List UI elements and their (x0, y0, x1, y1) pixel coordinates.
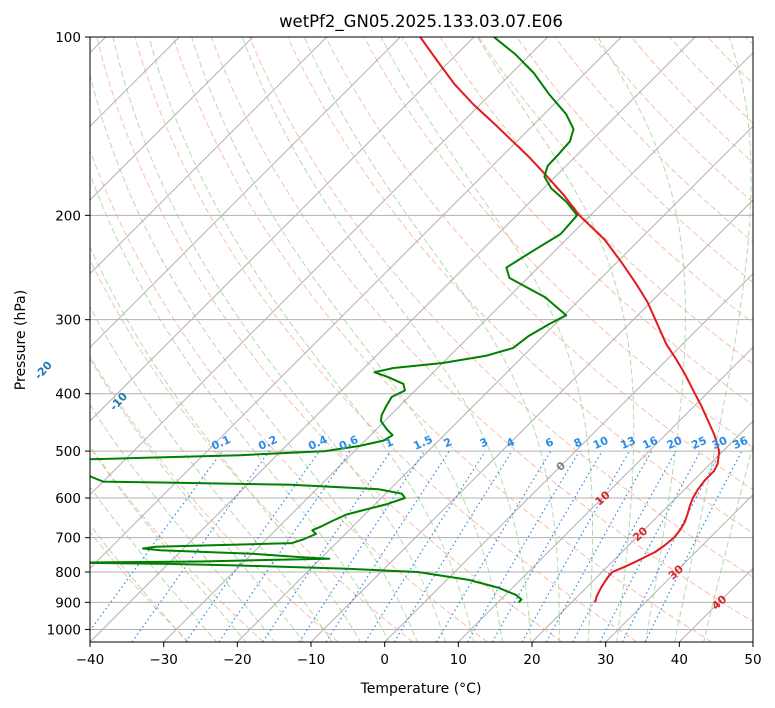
y-tick-label: 200 (55, 208, 81, 224)
moist-adiabat (476, 37, 635, 642)
mixing-ratio-label: 25 (689, 434, 708, 452)
mixing-ratio-label: 36 (731, 434, 751, 452)
dry-adiabat (134, 37, 638, 642)
dry-adiabat (439, 37, 753, 365)
y-tick-label: 1000 (47, 622, 81, 638)
moist-adiabat (148, 37, 475, 642)
moist-adiabat (90, 446, 247, 642)
isotherm-line (90, 37, 328, 275)
dry-adiabat (90, 530, 190, 642)
moist-adiabat (90, 72, 418, 642)
isotherm-line (384, 272, 753, 642)
x-tick-label: −20 (223, 652, 252, 668)
x-tick-label: −10 (297, 652, 326, 668)
mixing-ratio-line (572, 450, 677, 642)
mixing-ratio-line (325, 450, 450, 642)
mixing-ratio-line (262, 450, 392, 642)
y-tick-label: 700 (55, 531, 81, 547)
y-tick-label: 800 (55, 565, 81, 581)
dry-adiabat (401, 37, 753, 406)
dewpoint-profile-line (90, 37, 579, 604)
moist-adiabat (90, 357, 305, 642)
moist-adiabat (191, 37, 503, 642)
dry-adiabat (249, 37, 753, 578)
y-tick-label: 600 (55, 491, 81, 507)
moist-adiabat (674, 37, 752, 642)
mixing-ratio-line (599, 450, 702, 642)
x-tick-label: 30 (597, 652, 614, 668)
x-tick-label: 20 (523, 652, 540, 668)
mixing-ratio-label: 13 (618, 434, 637, 452)
mixing-ratio-label: 16 (641, 434, 661, 452)
mixing-ratio-line (466, 450, 580, 642)
chart-title: wetPf2_GN05.2025.133.03.07.E06 (279, 12, 563, 32)
moist-adiabat (241, 37, 532, 642)
y-tick-label: 900 (55, 595, 81, 611)
moist-adiabat (112, 37, 447, 642)
isotherm-line (310, 199, 753, 642)
isotherm-line (531, 420, 753, 642)
mixing-ratio-line (218, 450, 351, 642)
dry-adiabat (96, 37, 563, 642)
isotherm-line (457, 346, 753, 642)
y-tick-label: 100 (55, 30, 81, 46)
temperature-profile-line (419, 37, 721, 603)
moist-adiabat (90, 172, 390, 642)
mixing-ratio-line (393, 450, 513, 642)
isotherm-line (90, 37, 696, 642)
mixing-ratio-line (364, 450, 486, 642)
x-tick-label: 10 (450, 652, 467, 668)
mixing-ratio-label: 30 (710, 434, 730, 452)
mixing-ratio-label: 10 (591, 434, 611, 452)
plot-frame (89, 36, 754, 643)
moist-adiabat (90, 523, 188, 642)
y-tick-label: 400 (55, 387, 81, 403)
y-tick-label: 300 (55, 313, 81, 329)
isotherm-line (90, 37, 475, 422)
dry-adiabat (325, 37, 753, 491)
isotherm-line (605, 493, 753, 642)
dry-adiabat (90, 355, 339, 642)
x-tick-label: 0 (380, 652, 389, 668)
isotherm-line (236, 125, 753, 642)
isotherm-line (90, 37, 401, 349)
x-tick-label: 50 (744, 652, 761, 668)
isotherm-line (90, 37, 549, 496)
dry-adiabat (287, 37, 753, 534)
isotherm-line (90, 37, 254, 201)
x-axis-title: Temperature (°C) (360, 681, 482, 697)
mixing-ratio-line (435, 450, 552, 642)
moist-adiabat (597, 37, 686, 642)
mixing-ratio-label: 20 (665, 434, 685, 452)
x-tick-label: −30 (149, 652, 178, 668)
dry-adiabat (210, 37, 753, 623)
dry-adiabat (363, 37, 753, 449)
y-tick-label: 500 (55, 444, 81, 460)
mixing-ratio-line (185, 450, 320, 642)
isotherm-line (163, 51, 753, 642)
y-axis-title: Pressure (hPa) (13, 290, 29, 390)
x-tick-label: −40 (76, 652, 105, 668)
moist-adiabat (90, 403, 276, 642)
x-tick-label: 40 (671, 652, 688, 668)
mixing-ratio-line (298, 450, 425, 642)
isotherm-line (90, 37, 622, 570)
moist-adiabat (380, 37, 593, 642)
